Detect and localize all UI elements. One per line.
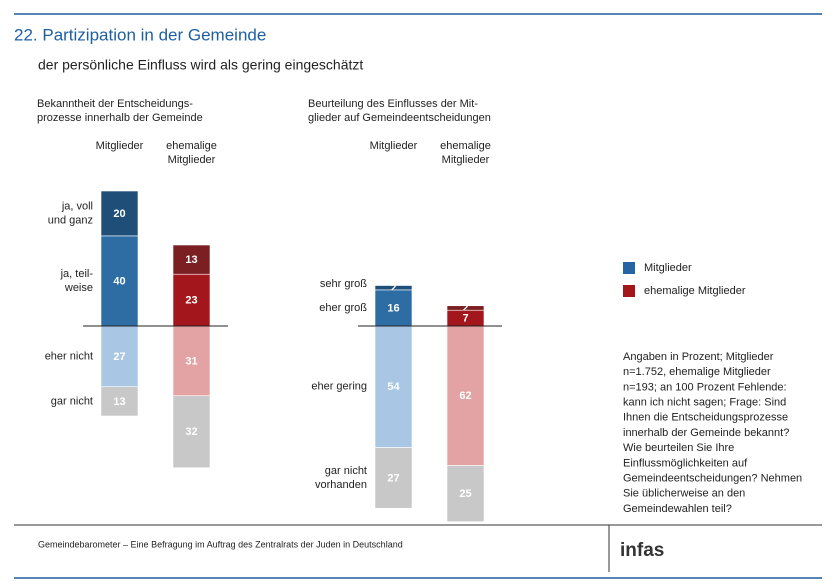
value-label: 27 [387,472,399,484]
value-label: 32 [185,426,197,438]
bar-segment [172,395,211,469]
column-header: Mitglieder [370,140,418,152]
legend-swatch [623,285,635,297]
category-label: und ganz [48,214,93,226]
bar-segment [100,386,139,417]
bar-segment [374,447,413,509]
note-line: Gemeindewahlen teil? [623,503,732,515]
value-label: 25 [459,488,471,500]
category-label: ja, teil- [60,268,94,280]
column-header: ehemalige [166,140,217,152]
bar-segment [100,190,139,237]
note-line: Angaben in Prozent; Mitglieder [623,351,774,363]
category-label: eher gering [311,381,367,393]
note-line: Sie üblicherweise an den [623,488,745,500]
value-label: 40 [113,275,125,287]
column-header: Mitglieder [168,154,216,166]
value-label: 13 [113,396,125,408]
value-label: 62 [459,390,471,402]
value-label: 23 [185,295,197,307]
legend-swatch [623,262,635,274]
note-line: innerhalb der Gemeinde bekannt? [623,427,789,439]
column-header: Mitglieder [442,154,490,166]
category-label: eher groß [319,302,367,314]
category-label: gar nicht [51,395,93,407]
panel-title: glieder auf Gemeindeentscheidungen [308,112,491,124]
bar-segment [172,325,211,397]
category-label: vorhanden [315,479,367,491]
panel-title: Bekanntheit der Entscheidungs- [37,98,193,110]
panel-title: Beurteilung des Einflusses der Mit- [308,98,478,110]
note-line: n=193; an 100 Prozent Fehlende: [623,381,787,393]
category-label: gar nicht [325,465,367,477]
category-label: weise [64,282,93,294]
bar-segment [446,465,485,523]
column-header: Mitglieder [96,140,144,152]
logo: infas [620,540,664,561]
note-line: Wie beurteilen Sie Ihre [623,442,734,454]
bar-segment [374,325,413,448]
category-label: ja, voll [61,200,93,212]
value-label: 13 [185,254,197,266]
note-line: Ihnen die Entscheidungsprozesse [623,412,788,424]
category-label: eher nicht [45,350,93,362]
category-label: sehr groß [320,278,367,290]
footer-text: Gemeindebarometer – Eine Befragung im Au… [38,539,403,549]
bar-segment [100,325,139,388]
note-line: kann ich nicht sagen; Frage: Sind [623,397,786,409]
value-label: 31 [185,355,197,367]
title: 22. Partizipation in der Gemeinde [14,25,266,44]
column-header: ehemalige [440,140,491,152]
value-label: 16 [387,302,399,314]
value-label: 20 [113,208,125,220]
bar-segment [172,273,211,327]
bar-segment [446,325,485,466]
legend-label: Mitglieder [644,262,692,274]
bar-segment [172,244,211,275]
value-label: 7 [462,313,468,325]
subtitle: der persönliche Einfluss wird als gering… [38,57,363,73]
note-line: n=1.752, ehemalige Mitglieder [623,366,771,378]
panel-title: prozesse innerhalb der Gemeinde [37,112,203,124]
note-line: Gemeindeentscheidungen? Nehmen [623,473,802,485]
value-label: 2 [391,283,397,294]
value-label: 27 [113,351,125,363]
note-line: Einflussmöglichkeiten auf [623,457,748,469]
legend-label: ehemalige Mitglieder [644,285,746,297]
value-label: 54 [387,381,400,393]
value-label: 2 [463,303,469,314]
